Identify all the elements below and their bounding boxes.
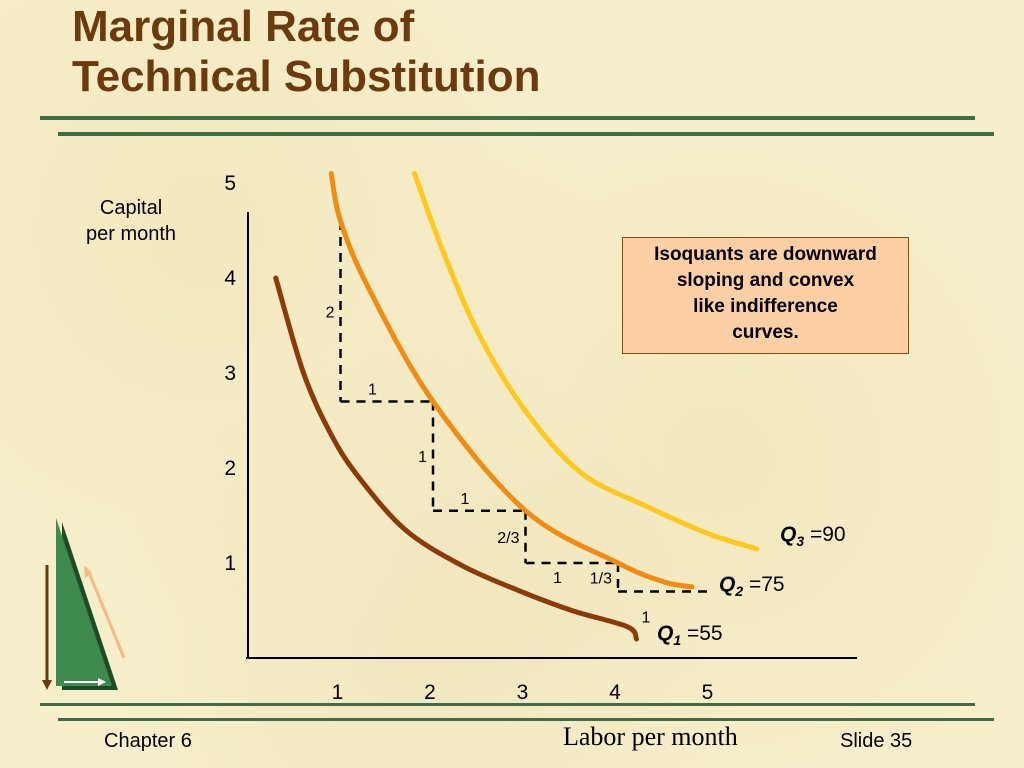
step-4-vertical-label: 1/3	[590, 570, 612, 587]
callout-line-1: Isoquants are downward	[654, 244, 877, 265]
callout-line-3: like indifference	[693, 296, 838, 317]
chapter-label: Chapter 6	[104, 730, 192, 752]
title-line-2: Technical Substitution	[72, 52, 541, 101]
callout-line-2: sloping and convex	[676, 270, 855, 291]
top-rule-2	[58, 132, 994, 136]
bottom-rule-1	[40, 703, 975, 706]
isoquant-q1-line	[273, 275, 639, 642]
step-3-horizontal-label: 1	[553, 570, 562, 587]
y-axis-label: Capital per month	[86, 195, 176, 247]
x-tick-label-3: 3	[517, 681, 529, 704]
callout-line-4: curves.	[732, 322, 799, 343]
y-axis-label-line-2: per month	[86, 223, 177, 245]
callout-box: Isoquants are downward sloping and conve…	[622, 237, 909, 354]
x-tick-label-5: 5	[702, 681, 714, 704]
y-tick-label-4: 4	[224, 267, 236, 290]
green-triangle-axes-icon	[42, 518, 126, 690]
step-2-horizontal-label: 1	[461, 491, 470, 508]
series-label-q1: Q1 =55	[657, 622, 723, 648]
step-1-horizontal-label: 1	[368, 382, 377, 399]
isoquant-q2-line	[328, 171, 695, 590]
top-rule-1	[40, 116, 975, 120]
x-tick-label-4: 4	[609, 681, 621, 704]
title-line-1: Marginal Rate of	[72, 2, 415, 51]
y-tick-label-2: 2	[224, 457, 236, 480]
y-tick-label-3: 3	[224, 362, 236, 385]
y-tick-label-1: 1	[224, 552, 236, 575]
x-tick-label-1: 1	[332, 681, 344, 704]
slide-number: Slide 35	[840, 730, 913, 752]
step-3-vertical-label: 2/3	[497, 530, 519, 547]
step-4-horizontal-label: 1	[642, 610, 651, 627]
series-label-q3: Q3 =90	[780, 523, 846, 549]
x-axis-label: Labor per month	[563, 722, 738, 751]
y-tick-label-5: 5	[224, 172, 236, 195]
series-label-q2: Q2 =75	[719, 573, 785, 599]
bottom-rule-2	[58, 718, 994, 721]
y-axis-label-line-1: Capital	[99, 197, 163, 219]
page-title: Marginal Rate of Technical Substitution	[72, 2, 541, 102]
step-1-vertical-label: 2	[326, 304, 335, 321]
isoquant-q3-line	[412, 171, 760, 552]
x-tick-label-2: 2	[424, 681, 436, 704]
step-2-vertical-label: 1	[418, 449, 427, 466]
